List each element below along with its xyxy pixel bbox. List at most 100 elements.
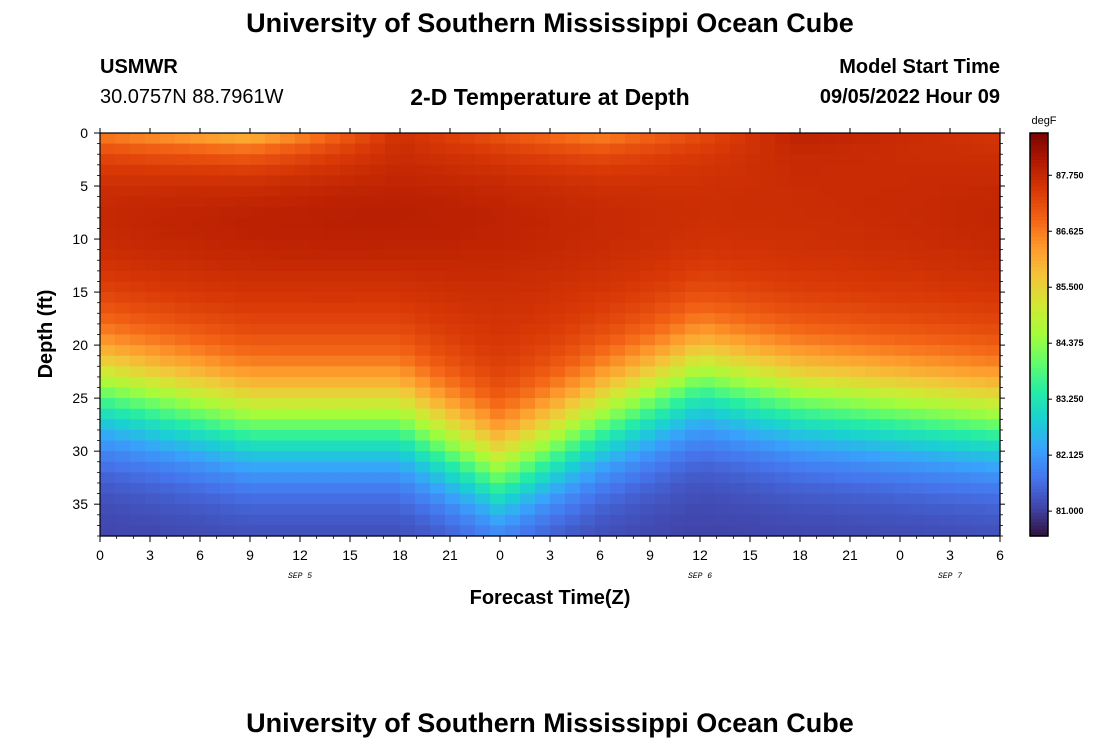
heatmap-cell xyxy=(955,207,971,219)
heatmap-cell xyxy=(625,366,641,378)
heatmap-cell xyxy=(595,461,611,473)
heatmap-cell xyxy=(730,472,746,484)
heatmap-cell xyxy=(610,334,626,346)
heatmap-cell xyxy=(805,217,821,230)
heatmap-cell xyxy=(340,366,356,378)
heatmap-cell xyxy=(610,472,626,484)
heatmap-cell xyxy=(865,472,881,484)
heatmap-cell xyxy=(790,504,806,516)
heatmap-cell xyxy=(235,419,251,431)
heatmap-cell xyxy=(550,398,566,410)
heatmap-cell xyxy=(460,376,476,389)
heatmap-cell xyxy=(640,398,656,410)
heatmap-cell xyxy=(910,514,926,526)
heatmap-cell xyxy=(910,345,926,357)
heatmap-cell xyxy=(685,260,701,272)
heatmap-cell xyxy=(295,472,311,484)
heatmap-cell xyxy=(985,228,1001,240)
heatmap-cell xyxy=(820,186,836,198)
heatmap-cell xyxy=(280,292,296,304)
heatmap-cell xyxy=(370,398,386,410)
heatmap-cell xyxy=(145,217,161,230)
colorbar-segment xyxy=(1030,435,1048,440)
heatmap-cell xyxy=(790,228,806,240)
colorbar: degF 87.75086.62585.50084.37583.25082.12… xyxy=(1029,115,1084,537)
colorbar-segment xyxy=(1030,505,1048,510)
heatmap-cell xyxy=(865,323,881,336)
heatmap-cell xyxy=(805,207,821,219)
x-tick-label: 0 xyxy=(896,547,904,563)
heatmap-cell xyxy=(220,302,236,314)
heatmap-cell xyxy=(235,493,251,505)
heatmap-cell xyxy=(325,292,341,304)
heatmap-cell xyxy=(760,313,776,325)
heatmap-cell xyxy=(925,228,941,240)
heatmap-cell xyxy=(280,440,296,452)
heatmap-cell xyxy=(355,207,371,219)
heatmap-cell xyxy=(415,504,431,516)
heatmap-cell xyxy=(580,451,596,463)
heatmap-cell xyxy=(505,440,521,452)
heatmap-cell xyxy=(445,281,461,293)
heatmap-cell xyxy=(190,376,206,389)
heatmap-cell xyxy=(100,207,116,219)
heatmap-cell xyxy=(535,472,551,484)
heatmap-cell xyxy=(325,376,341,389)
heatmap-cell xyxy=(370,239,386,251)
heatmap-cell xyxy=(550,482,566,495)
heatmap-cell xyxy=(745,472,761,484)
heatmap-cell xyxy=(100,366,116,378)
heatmap-cell xyxy=(385,482,401,495)
heatmap-cell xyxy=(985,482,1001,495)
heatmap-cell xyxy=(610,302,626,314)
heatmap-cell xyxy=(535,429,551,442)
colorbar-segment xyxy=(1030,445,1048,450)
heatmap-cell xyxy=(445,217,461,230)
heatmap-cell xyxy=(400,493,416,505)
heatmap-cell xyxy=(175,376,191,389)
heatmap-cell xyxy=(730,186,746,198)
heatmap-cell xyxy=(700,493,716,505)
heatmap-cell xyxy=(760,302,776,314)
heatmap-cell xyxy=(400,419,416,431)
heatmap-cell xyxy=(370,164,386,177)
heatmap-cell xyxy=(505,133,521,145)
heatmap-cell xyxy=(520,207,536,219)
heatmap-cell xyxy=(490,366,506,378)
heatmap-cell xyxy=(820,217,836,230)
heatmap-cell xyxy=(475,292,491,304)
heatmap-cell xyxy=(160,313,176,325)
heatmap-cell xyxy=(235,302,251,314)
heatmap-cell xyxy=(550,260,566,272)
heatmap-cell xyxy=(925,366,941,378)
heatmap-cell xyxy=(145,429,161,442)
heatmap-cell xyxy=(745,217,761,230)
heatmap-cell xyxy=(205,334,221,346)
heatmap-cell xyxy=(880,154,896,166)
heatmap-cell xyxy=(220,143,236,155)
heatmap-cell xyxy=(580,228,596,240)
heatmap-cell xyxy=(175,186,191,198)
heatmap-cell xyxy=(280,207,296,219)
heatmap-cell xyxy=(325,345,341,357)
x-tick-label: 21 xyxy=(442,547,458,563)
heatmap-cell xyxy=(850,504,866,516)
heatmap-cell xyxy=(415,270,431,283)
heatmap-cell xyxy=(265,175,281,187)
heatmap-cell xyxy=(880,217,896,230)
heatmap-cell xyxy=(250,239,266,251)
heatmap-cell xyxy=(625,408,641,420)
heatmap-cell xyxy=(790,461,806,473)
heatmap-cell xyxy=(250,419,266,431)
heatmap-cell xyxy=(190,387,206,399)
heatmap-cell xyxy=(130,164,146,177)
heatmap-cell xyxy=(760,196,776,208)
heatmap-cell xyxy=(895,249,911,261)
heatmap-cell xyxy=(460,207,476,219)
heatmap-cell xyxy=(790,376,806,389)
heatmap-cell xyxy=(580,440,596,452)
heatmap-cell xyxy=(235,376,251,389)
heatmap-cell xyxy=(625,260,641,272)
heatmap-cell xyxy=(310,175,326,187)
heatmap-cell xyxy=(445,175,461,187)
